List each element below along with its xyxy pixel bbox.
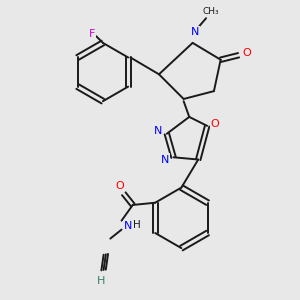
Text: N: N [160,154,169,164]
Text: O: O [242,48,251,58]
Text: CH₃: CH₃ [202,7,219,16]
Text: N: N [154,127,162,136]
Text: N: N [124,221,132,231]
Text: H: H [134,220,141,230]
Text: O: O [115,181,124,191]
Text: O: O [211,118,219,129]
Text: H: H [97,276,106,286]
Text: N: N [191,27,199,37]
Text: F: F [88,29,95,39]
